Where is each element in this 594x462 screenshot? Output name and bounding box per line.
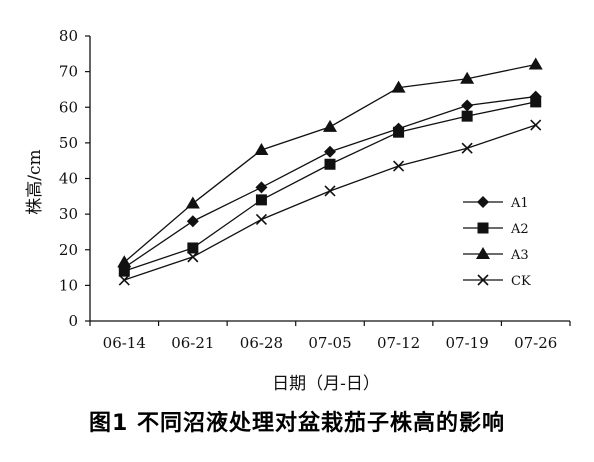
- legend-item-a1: A1: [463, 196, 529, 211]
- y-tick-label: 30: [59, 205, 78, 223]
- legend-item-a3: A3: [463, 247, 529, 263]
- data-point-triangle: [476, 247, 490, 259]
- chart-axes: [89, 36, 570, 322]
- data-point-x: [393, 160, 405, 172]
- data-point-square: [530, 96, 542, 108]
- x-axis-label: 日期（月-日）: [272, 374, 380, 394]
- data-point-square: [461, 110, 473, 122]
- x-tick-label: 07-05: [308, 334, 351, 352]
- legend-label: CK: [511, 274, 531, 289]
- data-point-x: [255, 213, 267, 226]
- data-point-x-stroke: [477, 274, 489, 286]
- y-tick-label: 40: [59, 170, 78, 188]
- line-chart: 0 10 20 30 40 50 60 70 80 06-14 06-21 06-28 07-05 07…: [25, 27, 571, 394]
- x-tick-label: 06-21: [171, 334, 214, 352]
- data-point-triangle: [254, 143, 269, 155]
- data-point-diamond: [324, 145, 336, 158]
- data-point-x-stroke: [461, 142, 473, 154]
- data-point-x: [118, 274, 130, 286]
- data-point-diamond: [461, 99, 474, 112]
- y-tick-label: 80: [59, 27, 78, 45]
- legend-item-a2: A2: [463, 222, 529, 237]
- data-point-x: [324, 185, 336, 197]
- x-tick-label: 07-19: [446, 334, 489, 352]
- chart-series: [117, 57, 543, 286]
- x-tick-label: 06-28: [240, 334, 283, 352]
- data-point-diamond: [255, 181, 268, 194]
- x-tick-label: 06-14: [103, 334, 146, 352]
- y-tick-label: 70: [59, 63, 78, 81]
- data-point-triangle: [391, 80, 406, 93]
- legend-label: A1: [510, 196, 529, 211]
- data-point-triangle: [117, 255, 132, 268]
- data-point-x: [477, 274, 489, 286]
- series-ck: [118, 119, 542, 286]
- data-point-x-stroke: [393, 160, 405, 172]
- data-point-x: [530, 119, 542, 131]
- y-axis-ticks: 0 10 20 30 40 50 60 70 80: [59, 27, 90, 330]
- y-axis-label: 株高/cm: [25, 149, 45, 214]
- data-point-diamond: [477, 196, 489, 208]
- x-tick-label: 07-12: [377, 334, 420, 352]
- data-point-x-stroke: [255, 213, 267, 226]
- data-point-triangle: [460, 71, 475, 84]
- data-point-square: [477, 222, 489, 234]
- y-tick-label: 60: [59, 98, 78, 116]
- chart-legend: A1 A2 A3 CK: [463, 196, 531, 289]
- legend-item-ck: CK: [463, 274, 531, 289]
- data-point-x-stroke: [324, 185, 336, 197]
- series-a2: [118, 96, 542, 277]
- data-point-square: [118, 265, 130, 277]
- x-axis-ticks: 06-14 06-21 06-28 07-05 07-12 07-19 07-26: [89, 321, 571, 352]
- data-point-x-stroke: [187, 251, 199, 263]
- y-tick-label: 0: [68, 312, 78, 330]
- x-tick-label: 07-26: [514, 334, 557, 352]
- data-point-triangle: [528, 57, 543, 70]
- data-point-triangle: [185, 196, 200, 209]
- figure-caption: 图1 不同沼液处理对盆栽茄子株高的影响: [89, 411, 505, 436]
- data-point-square: [187, 242, 199, 254]
- y-tick-label: 50: [59, 134, 78, 152]
- series-a3: [117, 57, 543, 268]
- y-tick-label: 20: [59, 241, 78, 259]
- data-point-square: [255, 194, 267, 206]
- legend-label: A2: [510, 222, 529, 237]
- data-point-square: [324, 158, 336, 170]
- y-tick-label: 10: [59, 276, 78, 294]
- data-point-x-stroke: [118, 274, 130, 286]
- data-point-x-stroke: [530, 119, 542, 131]
- data-point-diamond: [186, 215, 199, 228]
- data-point-triangle: [323, 119, 337, 132]
- data-point-x: [187, 251, 199, 263]
- data-point-x: [461, 142, 473, 154]
- legend-label: A3: [510, 248, 529, 263]
- data-point-square: [393, 126, 405, 138]
- series-a1: [118, 90, 542, 274]
